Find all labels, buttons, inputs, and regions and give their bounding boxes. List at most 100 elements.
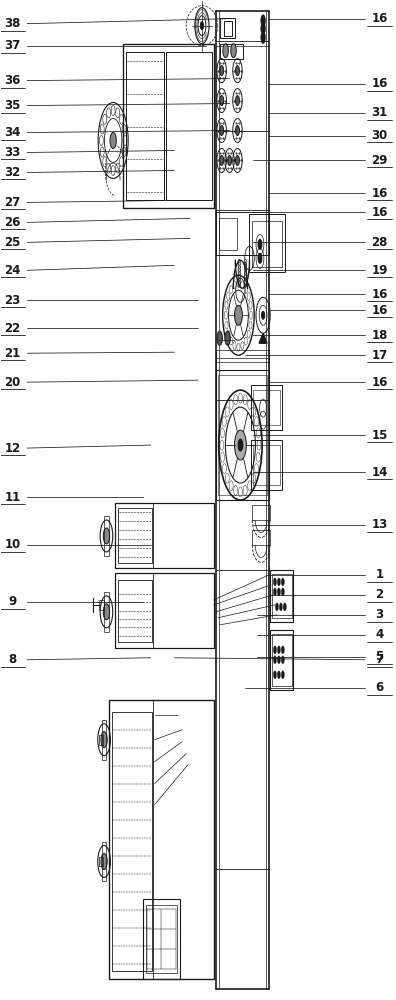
Circle shape: [236, 66, 240, 76]
Circle shape: [103, 528, 110, 544]
Bar: [272, 574, 291, 618]
Text: 4: 4: [375, 628, 384, 641]
Text: 7: 7: [375, 653, 384, 666]
Bar: [251, 385, 282, 430]
Text: 23: 23: [4, 294, 21, 307]
Circle shape: [200, 22, 204, 30]
Text: 5: 5: [375, 650, 384, 663]
Circle shape: [220, 66, 224, 76]
Circle shape: [261, 32, 265, 44]
Text: 36: 36: [4, 74, 21, 87]
Bar: [216, 370, 269, 500]
Text: 11: 11: [4, 491, 21, 504]
Polygon shape: [259, 333, 267, 343]
Bar: [109, 700, 214, 979]
Bar: [99, 600, 105, 610]
Circle shape: [261, 311, 265, 319]
Text: 31: 31: [371, 106, 388, 119]
Bar: [216, 350, 269, 362]
Circle shape: [223, 44, 228, 58]
Text: 9: 9: [8, 595, 17, 608]
Text: 17: 17: [371, 349, 388, 362]
Bar: [270, 630, 293, 690]
Circle shape: [220, 96, 224, 106]
Bar: [219, 218, 237, 250]
Circle shape: [231, 44, 236, 58]
Text: 3: 3: [375, 608, 384, 621]
Bar: [123, 44, 214, 208]
Text: 8: 8: [8, 653, 17, 666]
Text: 16: 16: [371, 206, 388, 219]
Circle shape: [258, 239, 262, 249]
Text: 16: 16: [371, 187, 388, 200]
Bar: [251, 440, 282, 490]
Circle shape: [279, 603, 282, 611]
Bar: [253, 390, 280, 425]
Text: 24: 24: [4, 264, 21, 277]
Bar: [126, 52, 164, 200]
Text: 2: 2: [375, 588, 384, 601]
Bar: [252, 530, 270, 545]
Text: 19: 19: [371, 264, 388, 277]
Circle shape: [277, 656, 280, 664]
Circle shape: [225, 331, 230, 345]
Bar: [253, 445, 280, 485]
Text: 12: 12: [4, 442, 21, 455]
Circle shape: [234, 305, 242, 325]
Bar: [220, 44, 244, 59]
Text: 16: 16: [371, 77, 388, 90]
Circle shape: [283, 603, 286, 611]
Text: 14: 14: [371, 466, 388, 479]
Text: 16: 16: [371, 288, 388, 301]
Text: 37: 37: [4, 39, 21, 52]
Bar: [253, 221, 282, 267]
Circle shape: [281, 646, 284, 654]
Circle shape: [220, 126, 224, 136]
Circle shape: [275, 603, 278, 611]
Circle shape: [217, 331, 223, 345]
Text: 27: 27: [4, 196, 21, 209]
Bar: [115, 503, 214, 568]
Circle shape: [273, 646, 276, 654]
Bar: [166, 52, 212, 200]
Bar: [252, 505, 270, 520]
Circle shape: [277, 671, 280, 679]
Bar: [218, 375, 267, 495]
Circle shape: [236, 126, 240, 136]
Text: 33: 33: [4, 146, 21, 159]
Bar: [99, 735, 103, 745]
Bar: [272, 634, 291, 686]
Bar: [224, 21, 232, 36]
Circle shape: [273, 578, 276, 586]
Bar: [102, 720, 107, 760]
Bar: [99, 857, 103, 866]
Text: 20: 20: [4, 376, 21, 389]
Text: 16: 16: [371, 12, 388, 25]
Bar: [118, 508, 152, 563]
Text: 15: 15: [371, 429, 388, 442]
Circle shape: [277, 578, 280, 586]
Bar: [146, 905, 177, 973]
Circle shape: [281, 578, 284, 586]
Circle shape: [281, 656, 284, 664]
Text: 16: 16: [371, 304, 388, 317]
Bar: [249, 214, 285, 272]
Circle shape: [273, 588, 276, 596]
Circle shape: [261, 23, 265, 35]
Circle shape: [236, 96, 240, 106]
Circle shape: [110, 133, 116, 148]
Text: 21: 21: [4, 347, 21, 360]
Text: 18: 18: [371, 329, 388, 342]
Text: 25: 25: [4, 236, 21, 249]
Text: 34: 34: [4, 126, 21, 139]
Bar: [216, 358, 269, 370]
Circle shape: [277, 588, 280, 596]
Text: 1: 1: [375, 568, 384, 581]
Circle shape: [258, 253, 262, 263]
Text: 28: 28: [371, 236, 388, 249]
Circle shape: [273, 671, 276, 679]
Circle shape: [281, 588, 284, 596]
Circle shape: [236, 155, 240, 165]
Text: 26: 26: [4, 216, 21, 229]
Bar: [118, 580, 152, 642]
